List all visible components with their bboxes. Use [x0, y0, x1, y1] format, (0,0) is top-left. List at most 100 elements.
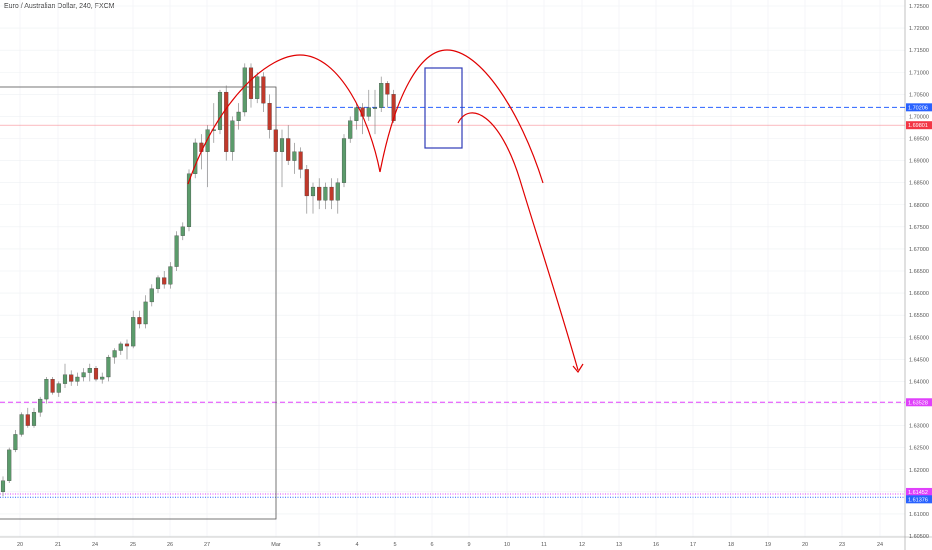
right-shoulder-arc [379, 49, 544, 184]
candle [149, 284, 154, 307]
candle [255, 72, 260, 104]
x-tick-label: 10 [504, 542, 510, 548]
candle-body [87, 368, 92, 373]
chart-title: Euro / Australian Dollar, 240, FXCM [4, 3, 115, 10]
candle-body [335, 182, 340, 201]
candle [50, 377, 55, 395]
candle [62, 363, 68, 389]
x-tick-label: 21 [55, 542, 61, 548]
x-tick-label: 6 [430, 542, 433, 548]
candle [44, 377, 49, 404]
x-tick-label: 26 [167, 542, 173, 548]
candle [38, 396, 43, 417]
candle-body [193, 142, 198, 174]
price-tag [906, 121, 932, 130]
candle [348, 116, 353, 143]
candle-body [112, 350, 117, 358]
candle-body [131, 317, 136, 347]
candle-body [348, 120, 353, 139]
candle-body [106, 356, 111, 378]
candle-body [137, 317, 142, 325]
price-tag [906, 103, 932, 112]
candle-body [31, 412, 37, 426]
candle [75, 372, 80, 386]
candle [31, 407, 37, 428]
y-tick-label: 1.71500 [909, 48, 929, 54]
x-tick-label: 17 [690, 542, 696, 548]
price-tag-label: 1.69801 [908, 123, 928, 129]
candle [13, 430, 18, 453]
x-tick-label: 19 [765, 542, 771, 548]
candle-body [155, 277, 161, 289]
candle-body [100, 376, 105, 380]
candle-body [56, 383, 61, 393]
candle-body [273, 129, 278, 152]
candle [267, 94, 272, 139]
x-tick-label: 3 [317, 542, 320, 548]
candle [211, 103, 216, 143]
highlight-box [424, 67, 463, 149]
x-tick-label: 9 [467, 542, 470, 548]
candle [273, 120, 278, 161]
candle [162, 271, 167, 289]
y-tick-label: 1.64000 [909, 379, 929, 385]
x-tick-label: 13 [616, 542, 622, 548]
candle-body [62, 374, 68, 384]
candle [261, 72, 266, 112]
candle-body [385, 83, 390, 95]
candle [174, 231, 179, 271]
y-tick-label: 1.70500 [909, 92, 929, 98]
candle-body [230, 120, 235, 152]
candle-body [44, 379, 49, 400]
candle [69, 370, 74, 386]
candle-body [329, 186, 334, 201]
y-tick-label: 1.65000 [909, 335, 929, 341]
candle-body [38, 398, 43, 413]
grid [0, 0, 905, 537]
candle-body [81, 372, 86, 378]
candle [106, 354, 111, 382]
y-tick-label: 1.62500 [909, 446, 929, 452]
price-tag-label: 1.61452 [908, 490, 928, 496]
candle-body [286, 138, 291, 161]
candle [19, 412, 24, 437]
y-tick-label: 1.68500 [909, 181, 929, 187]
candle-body [118, 343, 123, 351]
y-tick-label: 1.69500 [909, 137, 929, 143]
candle-body [279, 138, 285, 152]
candle-body [124, 343, 130, 347]
range-box [0, 86, 277, 520]
candle-body [310, 186, 316, 197]
y-tick-label: 1.65500 [909, 313, 929, 319]
candle-body [174, 235, 179, 267]
candle [205, 125, 210, 188]
price-tag [906, 487, 932, 496]
y-tick-label: 1.64500 [909, 357, 929, 363]
price-tag-label: 1.61376 [908, 497, 928, 503]
y-tick-label: 1.66500 [909, 269, 929, 275]
y-tick-label: 1.72500 [909, 4, 929, 10]
candle [286, 125, 291, 165]
candle-body [341, 138, 347, 183]
x-tick-label: 4 [355, 542, 358, 548]
candle-body [180, 226, 185, 236]
x-tick-label: 12 [579, 542, 585, 548]
projection-arrow-path [457, 112, 579, 371]
y-tick-label: 1.66000 [909, 291, 929, 297]
y-tick-label: 1.67500 [909, 225, 929, 231]
candle-body [255, 76, 260, 99]
y-tick-label: 1.68000 [909, 203, 929, 209]
candle-body [354, 107, 359, 121]
x-tick-label: Mar [271, 542, 281, 548]
candle-body [217, 91, 223, 130]
candle [279, 129, 285, 188]
candle [248, 63, 254, 108]
candle [323, 182, 328, 210]
candle [372, 89, 378, 135]
arrow-head [572, 363, 584, 374]
candle-body [25, 414, 30, 426]
x-tick-label: 11 [541, 542, 547, 548]
candle [7, 447, 12, 483]
